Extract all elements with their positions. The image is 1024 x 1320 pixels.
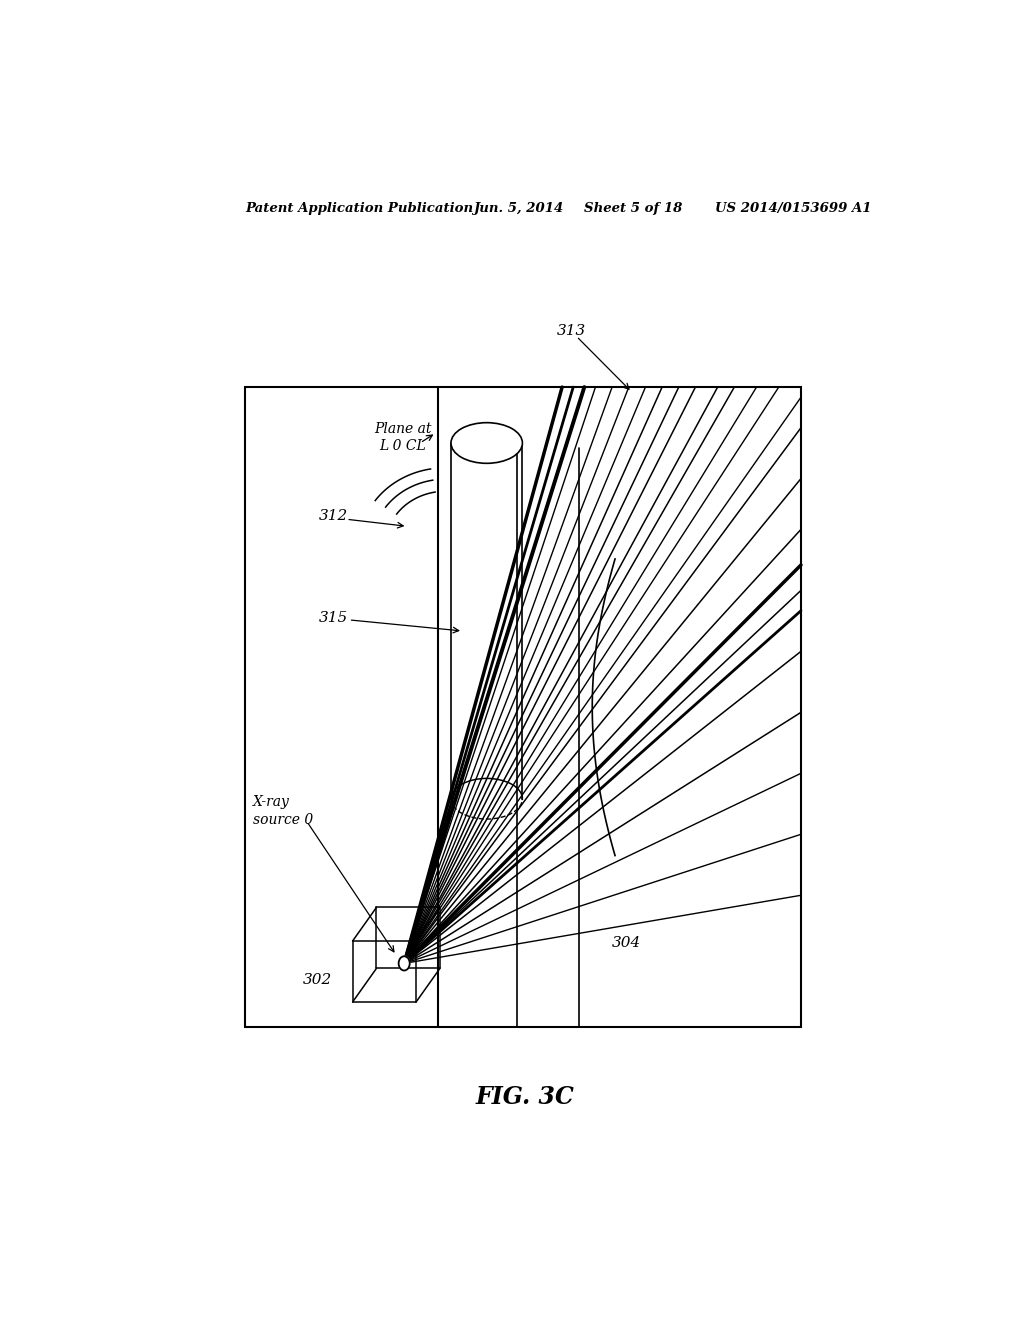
Text: 315: 315	[318, 611, 348, 624]
Text: 312: 312	[318, 510, 348, 523]
Text: 313: 313	[557, 325, 586, 338]
Text: Sheet 5 of 18: Sheet 5 of 18	[585, 202, 683, 215]
Text: US 2014/0153699 A1: US 2014/0153699 A1	[715, 202, 871, 215]
Ellipse shape	[451, 422, 522, 463]
Text: FIG. 3C: FIG. 3C	[475, 1085, 574, 1109]
Text: 304: 304	[612, 936, 641, 950]
Text: Plane at
L 0 CL: Plane at L 0 CL	[374, 422, 431, 453]
Bar	[246, 387, 801, 1027]
Text: Jun. 5, 2014: Jun. 5, 2014	[473, 202, 563, 215]
Text: X-ray
source 0: X-ray source 0	[253, 795, 313, 826]
Text: Patent Application Publication: Patent Application Publication	[246, 202, 473, 215]
Circle shape	[398, 956, 410, 970]
Text: 302: 302	[303, 973, 332, 986]
